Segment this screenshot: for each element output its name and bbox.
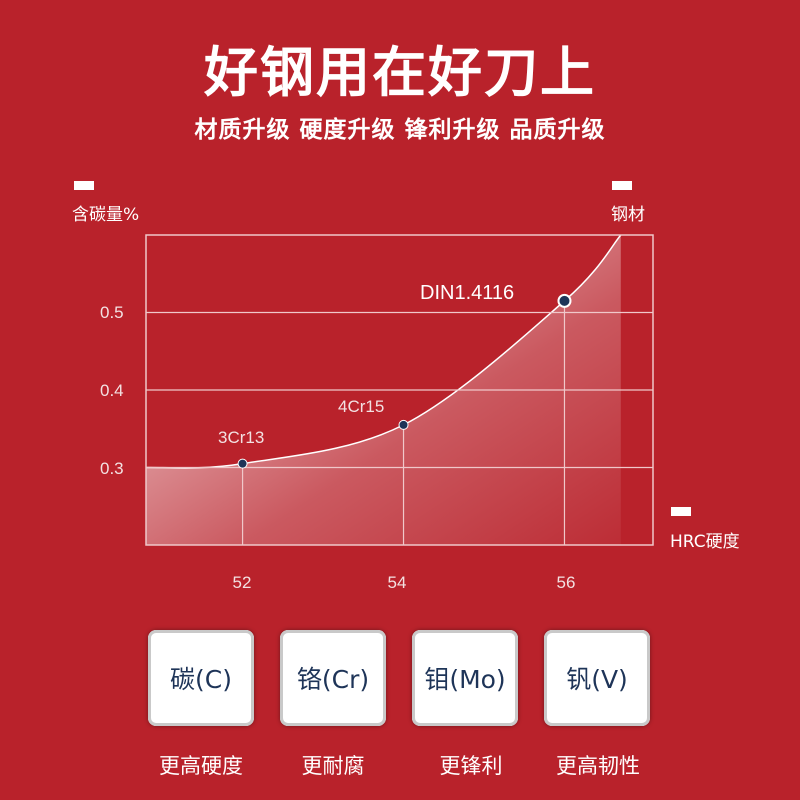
element-card-carbon: 碳(C) <box>148 630 254 726</box>
x-axis-label: HRC硬度 <box>670 532 740 552</box>
x-tick-label: 52 <box>233 573 252 592</box>
element-name: 钒(V) <box>566 665 628 694</box>
y-tick-label: 0.4 <box>100 381 124 400</box>
element-benefit: 更耐腐 <box>301 754 365 778</box>
element-benefit: 更高韧性 <box>556 754 640 778</box>
page-title: 好钢用在好刀上 <box>204 41 596 104</box>
element-card-vanadium: 钒(V) <box>544 630 650 726</box>
element-card-chromium: 铬(Cr) <box>280 630 386 726</box>
x-tick-label: 54 <box>388 573 407 592</box>
y-tick-label: 0.3 <box>100 459 124 478</box>
y-axis-marker <box>74 181 94 190</box>
element-benefit: 更锋利 <box>439 754 503 778</box>
x-tick-label: 56 <box>557 573 576 592</box>
series-marker <box>612 181 632 190</box>
data-point <box>398 419 409 430</box>
element-benefit: 更高硬度 <box>159 754 243 778</box>
data-point <box>237 458 248 469</box>
x-axis-marker <box>671 507 691 516</box>
element-card-molybdenum: 钼(Mo) <box>412 630 518 726</box>
element-name: 钼(Mo) <box>424 665 506 694</box>
data-point <box>557 293 572 308</box>
page-subtitle: 材质升级 硬度升级 锋利升级 品质升级 <box>194 117 606 143</box>
point-label-din14116: DIN1.4116 <box>420 282 514 304</box>
element-name: 碳(C) <box>170 665 232 694</box>
element-name: 铬(Cr) <box>296 665 370 694</box>
y-tick-label: 0.5 <box>100 303 124 322</box>
y-axis-label: 含碳量% <box>72 205 140 225</box>
point-label-4cr15: 4Cr15 <box>338 397 384 416</box>
point-label-3cr13: 3Cr13 <box>218 428 264 447</box>
series-label: 钢材 <box>611 205 645 225</box>
